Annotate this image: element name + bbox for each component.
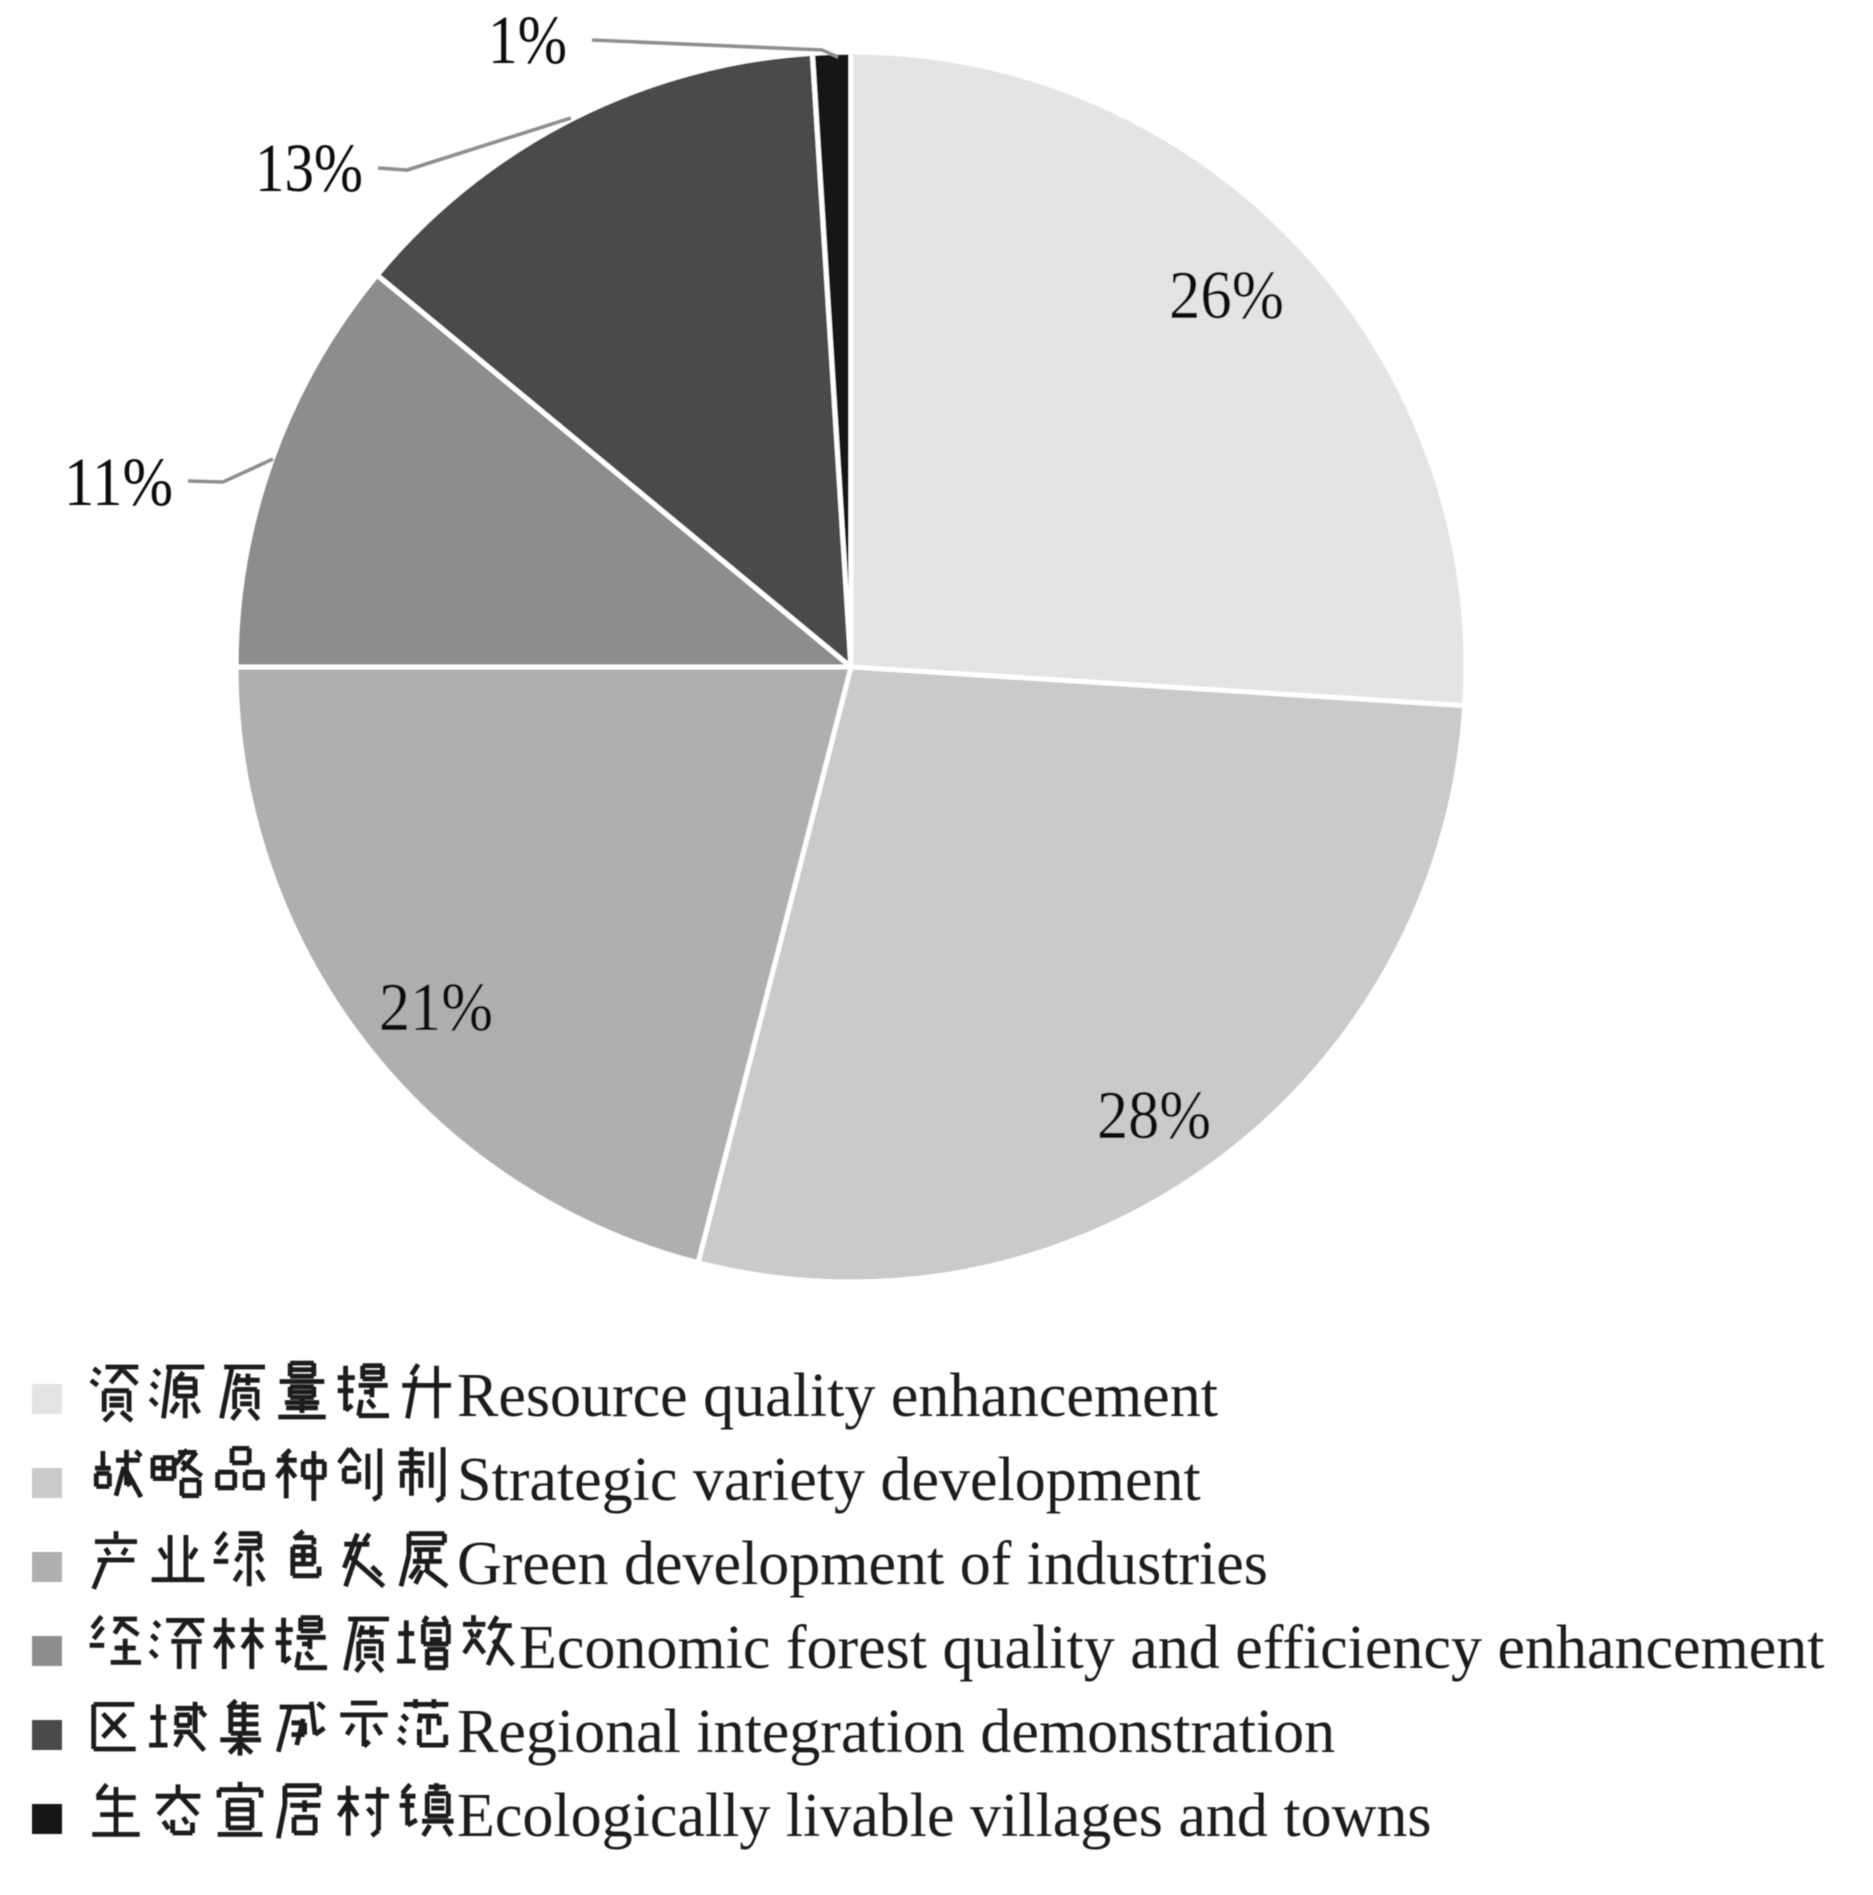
svg-text:Regional integration demonstra: Regional integration demonstration xyxy=(457,1698,1335,1766)
svg-text:28%: 28% xyxy=(1097,1077,1211,1153)
svg-text:26%: 26% xyxy=(1169,257,1284,333)
svg-text:1%: 1% xyxy=(488,2,567,78)
svg-text:Ecologically livable villages: Ecologically livable villages and towns xyxy=(457,1782,1432,1850)
svg-text:21%: 21% xyxy=(379,969,493,1045)
svg-text:Green development of industrie: Green development of industries xyxy=(457,1530,1268,1598)
svg-text:11%: 11% xyxy=(64,444,173,520)
svg-text:Resource quality enhancement: Resource quality enhancement xyxy=(457,1362,1218,1430)
svg-text:13%: 13% xyxy=(255,130,363,206)
svg-text:Economic forest quality and ef: Economic forest quality and efficiency e… xyxy=(519,1614,1824,1682)
svg-text:Strategic variety development: Strategic variety development xyxy=(457,1446,1201,1514)
